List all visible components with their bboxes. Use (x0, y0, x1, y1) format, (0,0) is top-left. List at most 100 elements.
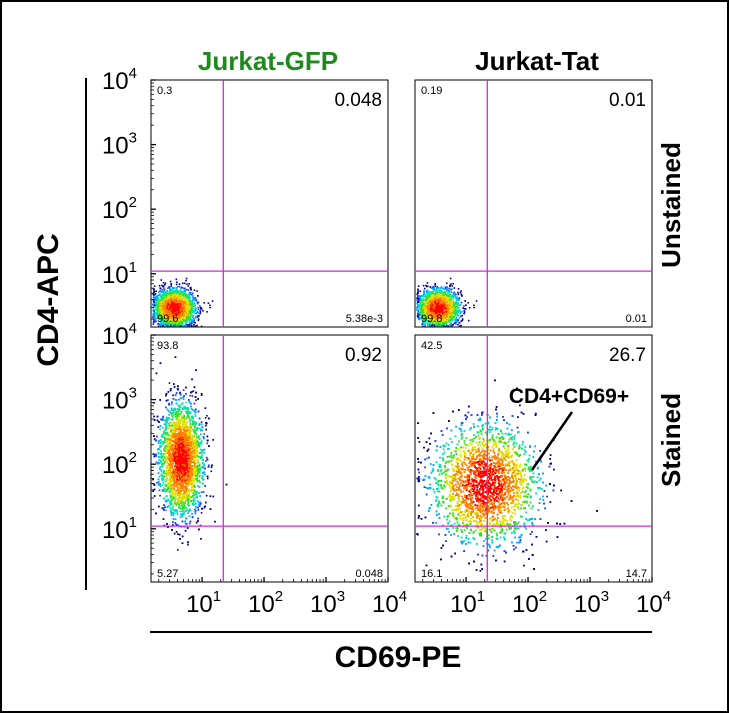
event-dot (473, 307, 475, 309)
event-dot (197, 311, 199, 313)
event-dot (443, 325, 445, 327)
event-dot (198, 307, 200, 309)
event-dot (165, 296, 167, 298)
event-dot (199, 313, 201, 315)
event-dot (444, 313, 446, 315)
quadrant-upper-left: 0.3 (157, 85, 172, 97)
event-dot (197, 315, 199, 317)
event-dot (154, 306, 156, 308)
event-dot (153, 290, 155, 292)
event-dot (189, 292, 191, 294)
event-dot (177, 310, 179, 312)
event-dot (154, 314, 156, 316)
event-dot (178, 301, 180, 303)
event-dot (452, 283, 454, 285)
event-dot (173, 287, 175, 289)
event-dot (170, 296, 172, 298)
event-dot (437, 287, 439, 289)
event-dot (186, 278, 188, 280)
event-dot (455, 298, 457, 300)
event-dot (185, 306, 187, 308)
event-dot (452, 285, 454, 287)
event-dot (177, 292, 179, 294)
event-dot (185, 314, 187, 316)
event-dot (451, 297, 453, 299)
event-dot (174, 292, 176, 294)
event-dot (423, 285, 425, 287)
event-dot (174, 294, 176, 296)
event-dot (183, 292, 185, 294)
event-dot (457, 292, 459, 294)
event-dot (451, 299, 453, 301)
event-dot (177, 299, 179, 301)
event-dot (209, 307, 211, 309)
event-dot (180, 315, 182, 317)
event-dot (163, 282, 165, 284)
event-dot (161, 285, 163, 287)
event-dot (162, 296, 164, 298)
event-dot (155, 290, 157, 292)
event-dot (185, 312, 187, 314)
event-dot (161, 279, 163, 281)
event-dot (419, 290, 421, 292)
event-dot (439, 291, 441, 293)
event-dot (451, 295, 453, 297)
event-dot (467, 302, 469, 304)
event-dot (172, 307, 174, 309)
event-dot (457, 304, 459, 306)
event-dot (191, 323, 193, 325)
event-dot (427, 294, 429, 296)
event-dot (153, 289, 155, 291)
event-dot (178, 297, 180, 299)
event-dot (455, 323, 457, 325)
event-dot (423, 290, 425, 292)
event-dot (188, 289, 190, 291)
event-dot (463, 310, 465, 312)
event-dot (424, 288, 426, 290)
event-dot (196, 325, 198, 327)
event-dot (184, 298, 186, 300)
event-dot (450, 291, 452, 293)
panel-jurkat-gfp-unstained: 0.3 0.048 99.6 5.38e-3 (151, 80, 388, 327)
event-dot (460, 325, 462, 327)
event-dot (176, 282, 178, 284)
event-dot (190, 323, 192, 325)
event-dot (162, 303, 164, 305)
event-dot (416, 297, 418, 299)
event-dot (468, 320, 470, 322)
event-dot (437, 293, 439, 295)
event-dot (462, 307, 464, 309)
event-dot (449, 285, 451, 287)
event-dot (176, 298, 178, 300)
event-dot (191, 294, 193, 296)
event-dot (179, 306, 181, 308)
event-dot (451, 306, 453, 308)
event-dot (185, 309, 187, 311)
event-dot (446, 316, 448, 318)
event-dot (185, 303, 187, 305)
event-dot (193, 324, 195, 326)
event-dot (458, 288, 460, 290)
event-dot (170, 285, 172, 287)
event-dot (176, 279, 178, 281)
event-dot (160, 299, 162, 301)
event-dot (186, 300, 188, 302)
event-dot (194, 289, 196, 291)
event-dot (187, 304, 189, 306)
event-dot (198, 318, 200, 320)
event-dot (166, 291, 168, 293)
event-dot (442, 298, 444, 300)
event-dot (179, 293, 181, 295)
event-dot (186, 289, 188, 291)
event-dot (160, 288, 162, 290)
event-dot (425, 285, 427, 287)
event-dot (186, 316, 188, 318)
event-dot (158, 308, 160, 310)
event-dot (176, 287, 178, 289)
event-dot (192, 298, 194, 300)
event-dot (189, 310, 191, 312)
event-dot (442, 288, 444, 290)
event-dot (193, 320, 195, 322)
event-dot (416, 309, 418, 311)
event-dot (181, 300, 183, 302)
